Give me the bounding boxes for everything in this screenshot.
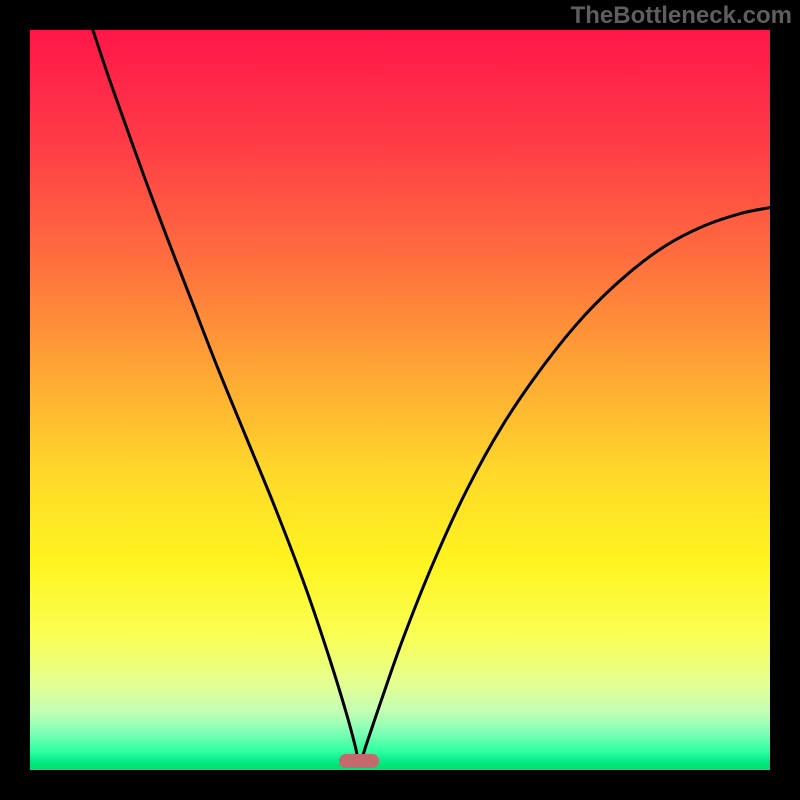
bottleneck-curve <box>30 30 770 770</box>
watermark-text: TheBottleneck.com <box>571 2 792 30</box>
bottom-marker <box>339 754 379 768</box>
plot-area <box>30 30 770 770</box>
floor-line <box>30 764 770 770</box>
